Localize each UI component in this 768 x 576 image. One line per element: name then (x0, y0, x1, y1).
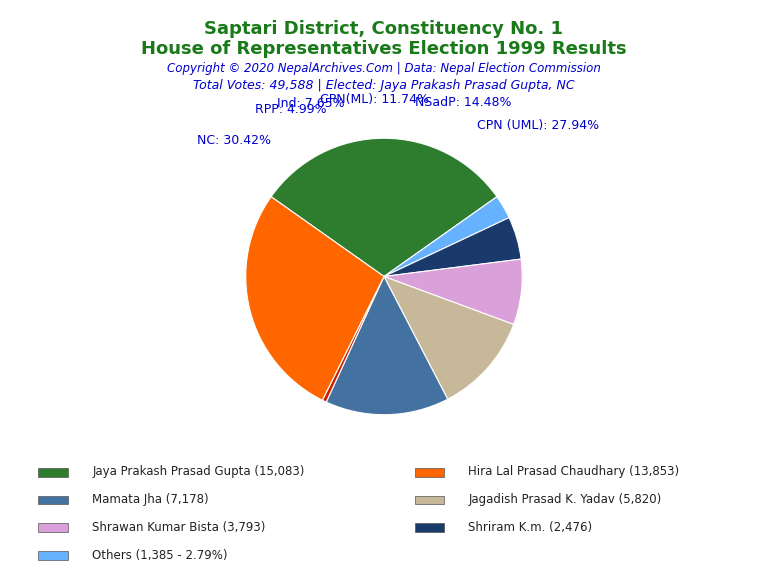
Text: Others (1,385 - 2.79%): Others (1,385 - 2.79%) (92, 549, 227, 562)
Text: Mamata Jha (7,178): Mamata Jha (7,178) (92, 493, 209, 506)
Wedge shape (323, 276, 384, 402)
Text: Hira Lal Prasad Chaudhary (13,853): Hira Lal Prasad Chaudhary (13,853) (468, 465, 680, 478)
Text: Ind: 7.65%: Ind: 7.65% (277, 97, 345, 111)
Text: RPP: 4.99%: RPP: 4.99% (255, 103, 326, 116)
Text: House of Representatives Election 1999 Results: House of Representatives Election 1999 R… (141, 40, 627, 58)
Text: CPN(ML): 11.74%: CPN(ML): 11.74% (320, 93, 429, 107)
Text: CPN (UML): 27.94%: CPN (UML): 27.94% (476, 119, 599, 132)
Text: Jaya Prakash Prasad Gupta (15,083): Jaya Prakash Prasad Gupta (15,083) (92, 465, 305, 478)
Bar (415, 495, 444, 505)
Text: Jagadish Prasad K. Yadav (5,820): Jagadish Prasad K. Yadav (5,820) (468, 493, 662, 506)
Bar (38, 524, 68, 532)
Wedge shape (384, 276, 514, 399)
Bar (415, 524, 444, 532)
Bar (38, 495, 68, 505)
Wedge shape (246, 197, 384, 400)
Text: Shrawan Kumar Bista (3,793): Shrawan Kumar Bista (3,793) (92, 521, 266, 534)
Text: Copyright © 2020 NepalArchives.Com | Data: Nepal Election Commission: Copyright © 2020 NepalArchives.Com | Dat… (167, 62, 601, 75)
Bar (38, 468, 68, 476)
Wedge shape (384, 259, 522, 324)
Bar (415, 468, 444, 476)
Wedge shape (271, 138, 497, 276)
Bar (38, 551, 68, 560)
Text: Saptari District, Constituency No. 1: Saptari District, Constituency No. 1 (204, 20, 564, 38)
Text: Shriram K.m. (2,476): Shriram K.m. (2,476) (468, 521, 593, 534)
Wedge shape (384, 197, 509, 276)
Text: Total Votes: 49,588 | Elected: Jaya Prakash Prasad Gupta, NC: Total Votes: 49,588 | Elected: Jaya Prak… (194, 79, 574, 93)
Wedge shape (326, 276, 448, 415)
Wedge shape (384, 218, 521, 276)
Text: NSadP: 14.48%: NSadP: 14.48% (415, 96, 511, 109)
Text: NC: 30.42%: NC: 30.42% (197, 134, 271, 146)
